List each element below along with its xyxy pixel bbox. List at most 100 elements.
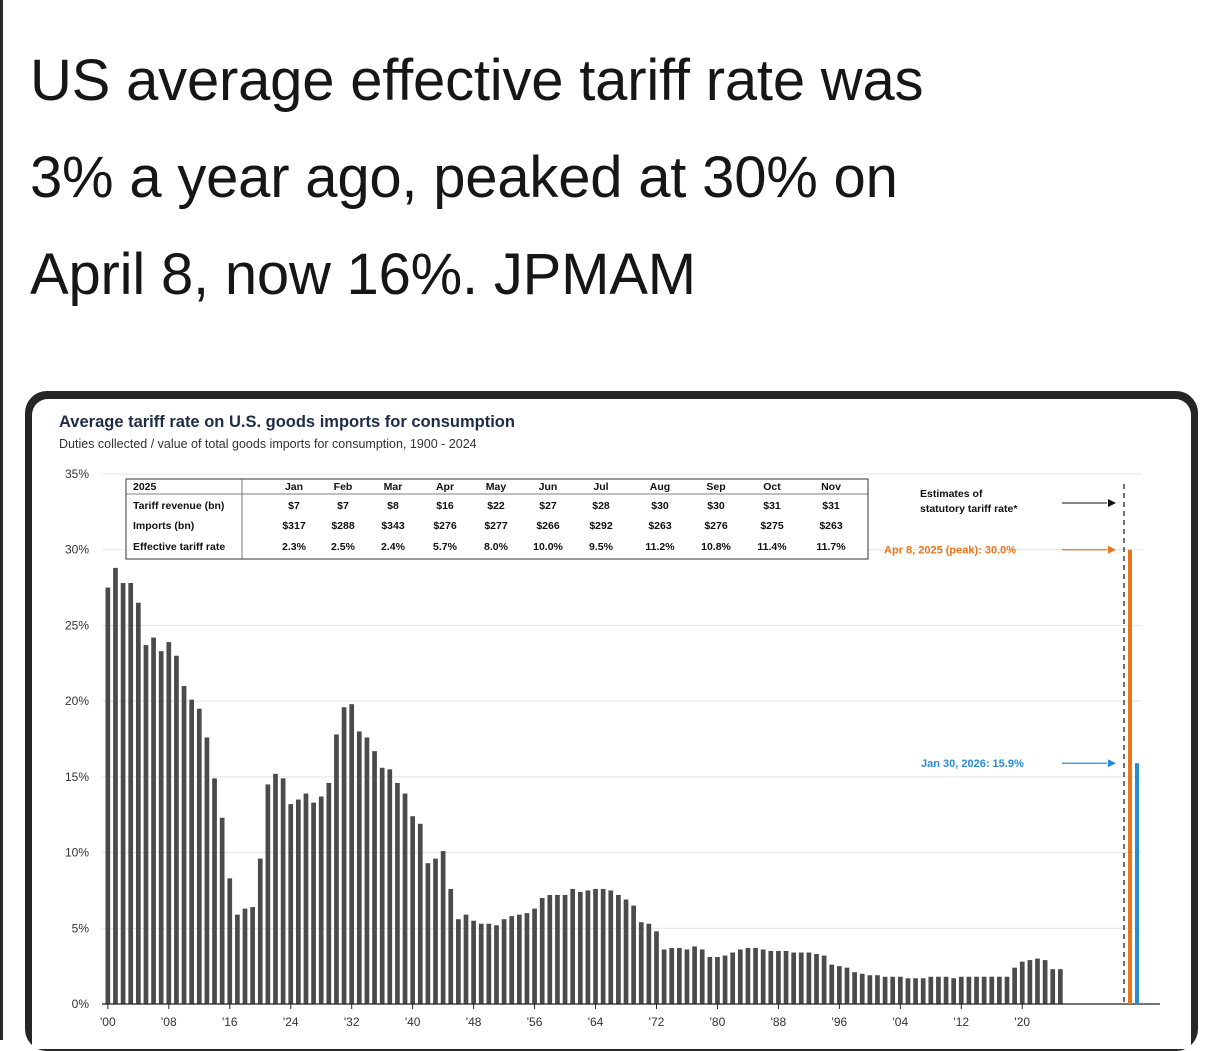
bar <box>707 957 713 1004</box>
table-month-header: Jun <box>539 481 558 493</box>
bar <box>928 976 934 1004</box>
bar <box>181 686 187 1004</box>
bar <box>783 951 789 1004</box>
bar <box>600 888 606 1004</box>
y-tick-label: 10% <box>65 846 89 860</box>
bar <box>1058 969 1063 1004</box>
chart-image-card[interactable]: 0% 5% 10% 15% 20% 25% 30% 35% '00 '08 '16 '24 '32 '40… <box>25 391 1198 1051</box>
table-cell: $292 <box>589 520 613 532</box>
table-cell: 10.8% <box>701 541 731 553</box>
bar <box>798 952 804 1004</box>
headline-line-1: US average effective tariff rate was <box>30 48 924 113</box>
bar <box>608 890 614 1004</box>
bar <box>257 858 263 1004</box>
bar <box>715 957 720 1004</box>
bar <box>151 637 156 1004</box>
table-row-label: Effective tariff rate <box>133 541 225 553</box>
bar <box>196 708 202 1004</box>
x-tick-label: '20 <box>1014 1015 1030 1029</box>
table-month-header: Feb <box>334 481 353 493</box>
bar <box>516 914 522 1004</box>
bar <box>669 947 675 1004</box>
x-tick-label: '32 <box>344 1015 360 1029</box>
table-cell: $27 <box>539 500 557 512</box>
bar <box>555 894 560 1004</box>
y-tick-label: 0% <box>72 997 90 1011</box>
table-corner-label: 2025 <box>133 481 157 493</box>
bar <box>120 583 126 1004</box>
x-tick-label: '08 <box>161 1015 177 1029</box>
bar <box>1042 960 1048 1004</box>
y-tick-label: 25% <box>65 618 89 632</box>
chart-title: Average tariff rate on U.S. goods import… <box>59 413 515 431</box>
bar <box>913 978 918 1004</box>
bar <box>593 888 598 1004</box>
bar <box>265 784 271 1004</box>
bar <box>776 951 781 1004</box>
estimates-arrow-head <box>1108 499 1116 507</box>
bar <box>143 645 149 1004</box>
bar <box>509 916 515 1004</box>
bar <box>425 863 431 1004</box>
bar <box>547 894 553 1004</box>
bar <box>577 891 583 1004</box>
table-cell: 5.7% <box>433 541 458 553</box>
bar <box>897 976 903 1004</box>
table-cell: $263 <box>819 520 843 532</box>
bar <box>433 858 438 1004</box>
bar <box>677 947 682 1004</box>
bar <box>821 955 827 1004</box>
bar <box>410 816 415 1004</box>
bar <box>227 878 233 1004</box>
bar <box>158 651 164 1004</box>
bar <box>135 602 141 1004</box>
table-month-header: Nov <box>821 481 841 493</box>
current-estimate-bar <box>1135 763 1139 1004</box>
bar <box>189 699 195 1004</box>
bar <box>760 949 766 1004</box>
estimates-label-line-2: statutory tariff rate* <box>920 503 1018 515</box>
x-tick-label: '72 <box>649 1015 665 1029</box>
bar <box>882 976 888 1004</box>
tariff-chart: 0% 5% 10% 15% 20% 25% 30% 35% '00 '08 '16 '24 '32 '40… <box>65 467 1160 1029</box>
bar <box>539 898 545 1004</box>
table-cell: $7 <box>337 500 349 512</box>
bar <box>486 923 492 1004</box>
x-tick-label: '16 <box>222 1015 238 1029</box>
table-cell: $277 <box>484 520 508 532</box>
bar <box>242 908 248 1004</box>
x-tick-label: '64 <box>588 1015 604 1029</box>
y-tick-label: 35% <box>65 467 89 481</box>
peak-arrow-head <box>1108 545 1116 554</box>
bar <box>974 976 979 1004</box>
x-tick-label: '24 <box>283 1015 299 1029</box>
bar <box>745 947 751 1004</box>
table-cell: 2.4% <box>381 541 406 553</box>
table-month-header: Jul <box>593 481 608 493</box>
bar <box>204 737 210 1004</box>
bar <box>341 707 347 1004</box>
table-cell: $30 <box>651 500 669 512</box>
bar <box>387 769 393 1004</box>
bar <box>379 767 385 1004</box>
bar <box>829 964 835 1004</box>
bar <box>524 913 530 1004</box>
bar <box>966 976 972 1004</box>
bar <box>402 793 408 1004</box>
bar <box>791 952 796 1004</box>
x-tick-label: '00 <box>100 1015 116 1029</box>
bar <box>288 804 294 1004</box>
left-border <box>0 0 3 1040</box>
current-arrow-head <box>1108 759 1116 768</box>
bar <box>440 851 446 1004</box>
bar <box>616 894 621 1004</box>
y-tick-label: 20% <box>65 694 89 708</box>
bar <box>722 955 728 1004</box>
table-month-header: Sep <box>706 481 725 493</box>
headline-line-2: 3% a year ago, peaked at 30% on <box>30 145 898 210</box>
table-cell: $276 <box>433 520 457 532</box>
bar <box>1050 969 1056 1004</box>
bar <box>250 907 255 1004</box>
bar <box>951 978 957 1004</box>
bar <box>417 823 423 1004</box>
